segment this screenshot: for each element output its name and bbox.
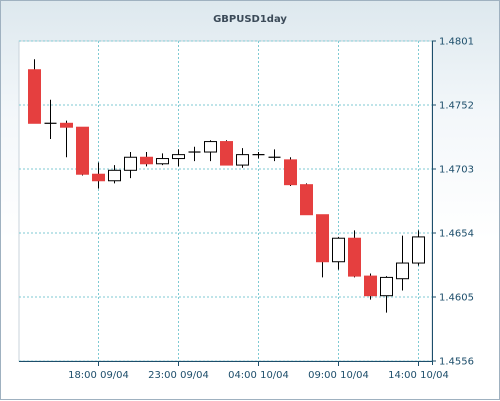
candle	[252, 152, 265, 159]
candle	[60, 120, 73, 158]
candle-body	[364, 275, 377, 297]
candle-body	[92, 173, 105, 182]
candle	[268, 149, 281, 162]
y-tick-label: 1.4801	[439, 37, 474, 48]
candle-body	[28, 69, 41, 124]
candle	[76, 126, 89, 176]
x-tick-label: 09:00 10/04	[308, 370, 369, 381]
candle-body	[300, 184, 313, 216]
chart-title: GBPUSD1day	[213, 14, 287, 25]
candles	[28, 59, 425, 313]
candle-body	[332, 237, 345, 263]
y-tick-label: 1.4605	[439, 293, 474, 304]
candle	[412, 230, 425, 266]
candle	[204, 140, 217, 162]
candle-body	[284, 159, 297, 186]
candle-body	[60, 122, 73, 128]
candle	[332, 236, 345, 270]
x-tick-label: 18:00 09/04	[68, 370, 129, 381]
candle	[236, 148, 249, 168]
candle-body	[236, 154, 249, 166]
y-tick-label: 1.4703	[439, 165, 474, 176]
y-tick-label: 1.4556	[439, 357, 474, 368]
candle	[316, 214, 329, 278]
x-tick-label: 23:00 09/04	[148, 370, 209, 381]
axes	[19, 40, 436, 366]
y-tick-label: 1.4654	[439, 229, 474, 240]
candle-body	[108, 169, 121, 182]
candle	[140, 152, 153, 167]
candle-body	[348, 237, 361, 277]
candle	[108, 165, 121, 184]
candle	[284, 157, 297, 186]
candle-body	[204, 141, 217, 153]
candle	[156, 153, 169, 166]
x-tick-label: 04:00 10/04	[228, 370, 289, 381]
candle	[92, 162, 105, 189]
candle-body	[124, 156, 137, 171]
candle	[348, 230, 361, 278]
candle-body	[316, 214, 329, 263]
candle	[44, 99, 57, 139]
candle-body	[172, 154, 185, 160]
candle	[124, 152, 137, 179]
candle	[220, 140, 233, 166]
candle	[380, 276, 393, 313]
y-axis-labels: 1.4556 1.4605 1.4654 1.4703 1.4752 1.4801	[439, 37, 474, 368]
candle	[188, 146, 201, 162]
candle-body	[156, 158, 169, 165]
candle-body	[396, 262, 409, 280]
candle	[300, 183, 313, 216]
candle	[396, 235, 409, 291]
candle-body	[76, 126, 89, 175]
y-tick-label: 1.4752	[439, 101, 474, 112]
x-tick-label: 14:00 10/04	[388, 370, 449, 381]
x-axis-labels: 18:00 09/04 23:00 09/04 04:00 10/04 09:00 1…	[68, 370, 449, 381]
candle-body	[380, 276, 393, 297]
candle-body	[412, 236, 425, 264]
plot-area	[18, 40, 433, 362]
candle-body	[140, 156, 153, 165]
candle-body	[220, 141, 233, 166]
candle	[364, 273, 377, 300]
candle	[28, 59, 41, 124]
candle	[172, 149, 185, 167]
